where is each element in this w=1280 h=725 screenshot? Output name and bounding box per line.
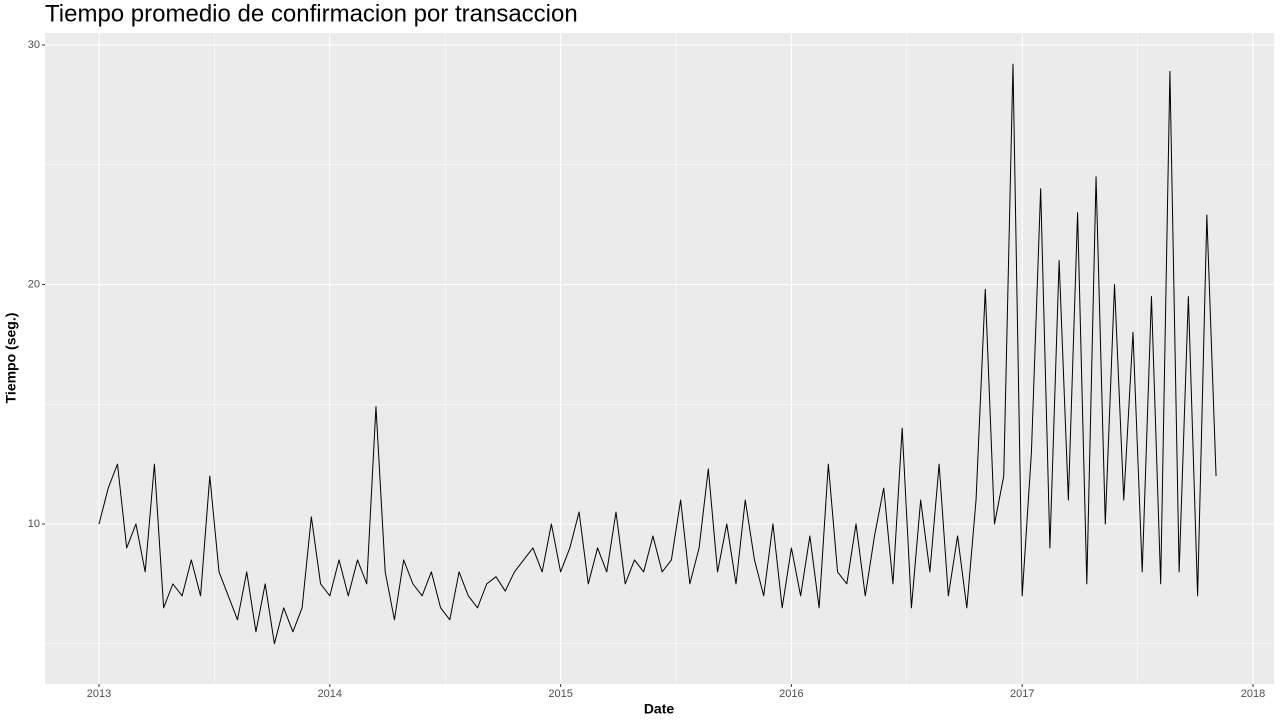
y-tick-label: 10 — [28, 518, 40, 530]
plot-panel — [45, 33, 1274, 684]
x-tick-label: 2014 — [318, 688, 342, 700]
y-tick-label: 30 — [28, 39, 40, 51]
x-tick-label: 2017 — [1010, 688, 1034, 700]
x-axis-title: Date — [644, 701, 675, 717]
x-tick-label: 2018 — [1241, 688, 1265, 700]
data-line — [98, 63, 1217, 645]
x-tick-label: 2015 — [548, 688, 572, 700]
x-tick-label: 2016 — [779, 688, 803, 700]
chart-title: Tiempo promedio de confirmacion por tran… — [45, 0, 578, 27]
y-axis-title: Tiempo (seg.) — [3, 313, 19, 404]
x-tick-label: 2013 — [87, 688, 111, 700]
y-tick-label: 20 — [28, 278, 40, 290]
